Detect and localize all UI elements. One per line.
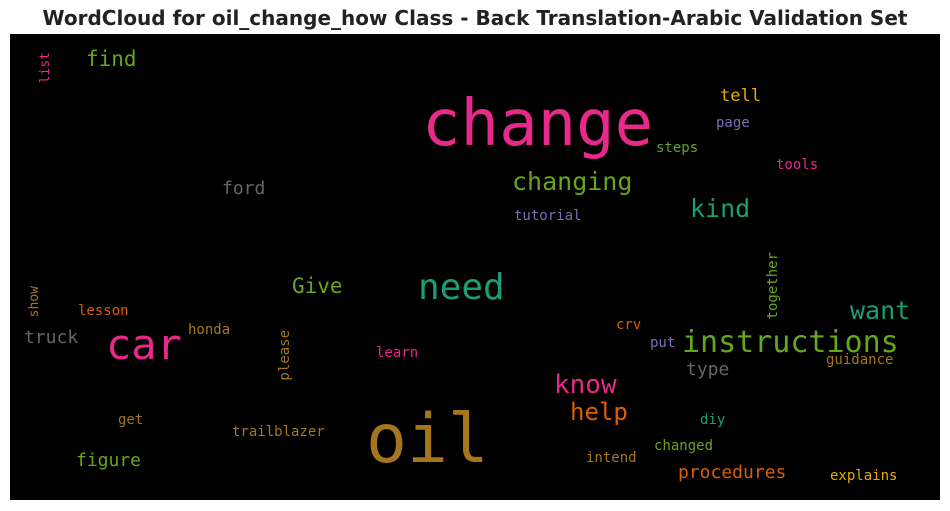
word-show: show: [27, 286, 42, 318]
word-honda: honda: [188, 322, 231, 338]
word-car: car: [106, 320, 182, 369]
word-need: need: [418, 267, 505, 308]
word-changed: changed: [654, 438, 714, 454]
word-tutorial: tutorial: [514, 208, 582, 224]
word-together: together: [765, 252, 781, 320]
word-lesson: lesson: [78, 303, 129, 319]
word-trailblazer: trailblazer: [232, 424, 325, 440]
word-find: find: [86, 47, 137, 71]
word-instructions: instructions: [682, 325, 899, 360]
word-figure: figure: [76, 450, 142, 471]
word-diy: diy: [700, 412, 726, 428]
word-get: get: [118, 412, 144, 428]
word-give: Give: [292, 274, 343, 298]
word-page: page: [716, 115, 750, 131]
word-procedures: procedures: [678, 462, 787, 483]
word-tools: tools: [776, 157, 819, 173]
word-put: put: [650, 335, 676, 351]
chart-title: WordCloud for oil_change_how Class - Bac…: [42, 6, 908, 30]
word-tell: tell: [720, 86, 761, 106]
word-oil: oil: [366, 400, 489, 479]
word-steps: steps: [656, 140, 699, 156]
word-explains: explains: [830, 468, 898, 484]
word-guidance: guidance: [826, 352, 894, 368]
word-changing: changing: [512, 167, 633, 196]
word-intend: intend: [586, 450, 637, 466]
word-want: want: [850, 296, 911, 325]
word-ford: ford: [222, 178, 266, 199]
word-help: help: [570, 398, 628, 426]
word-please: please: [277, 330, 293, 381]
word-type: type: [686, 359, 730, 380]
word-change: change: [422, 87, 654, 161]
word-list: list: [38, 52, 53, 84]
word-know: know: [554, 370, 617, 400]
word-truck: truck: [24, 327, 79, 348]
wordcloud-canvas: change oil car need instructions changing know…: [10, 34, 940, 500]
word-crv: crv: [616, 317, 642, 333]
word-kind: kind: [690, 194, 751, 223]
word-learn: learn: [376, 345, 419, 361]
